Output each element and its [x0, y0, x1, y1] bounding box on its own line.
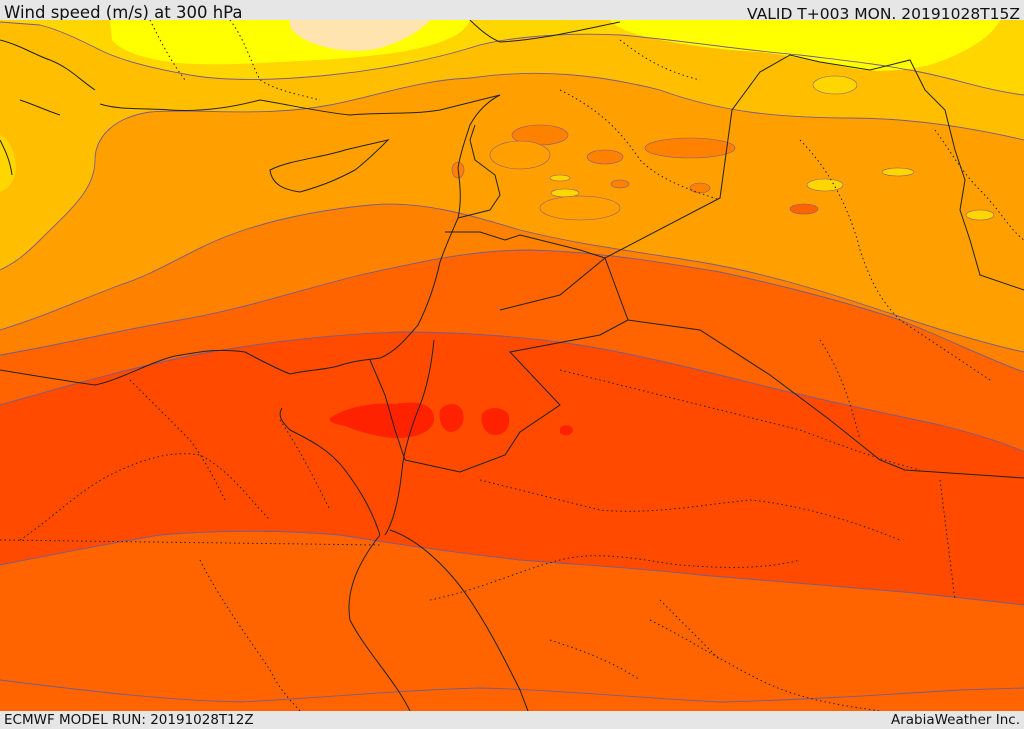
jet-max-2: [439, 404, 464, 432]
top-bar: Wind speed (m/s) at 300 hPa VALID T+003 …: [0, 0, 1024, 23]
jet-max-1: [329, 402, 435, 438]
coastlines: [0, 20, 621, 711]
map-title: Wind speed (m/s) at 300 hPa: [4, 3, 243, 22]
band-amber: [0, 20, 1024, 270]
band-strong: [0, 332, 1024, 605]
yellow-patches: [549, 75, 995, 221]
model-run: ECMWF MODEL RUN: 20191028T12Z: [4, 712, 254, 728]
national-borders: [369, 54, 1024, 479]
internal-borders: [0, 20, 1024, 711]
credit-text: ArabiaWeather Inc.: [890, 712, 1020, 728]
scattered-patches: [451, 124, 736, 194]
jet-max-4: [560, 425, 573, 436]
valid-time: VALID T+003 MON. 20191028T15Z: [747, 5, 1020, 23]
light-orange-patches: [489, 140, 621, 221]
map-canvas: [0, 20, 1024, 711]
wind-speed-map[interactable]: [0, 20, 1024, 711]
bottom-bar: ECMWF MODEL RUN: 20191028T12Z ArabiaWeat…: [0, 711, 1024, 729]
band-yellow-east: [610, 20, 1000, 71]
contour-lines: [0, 21, 1024, 703]
jet-max-3: [481, 408, 510, 436]
dark-patches: [789, 203, 819, 215]
band-pale: [289, 20, 430, 51]
